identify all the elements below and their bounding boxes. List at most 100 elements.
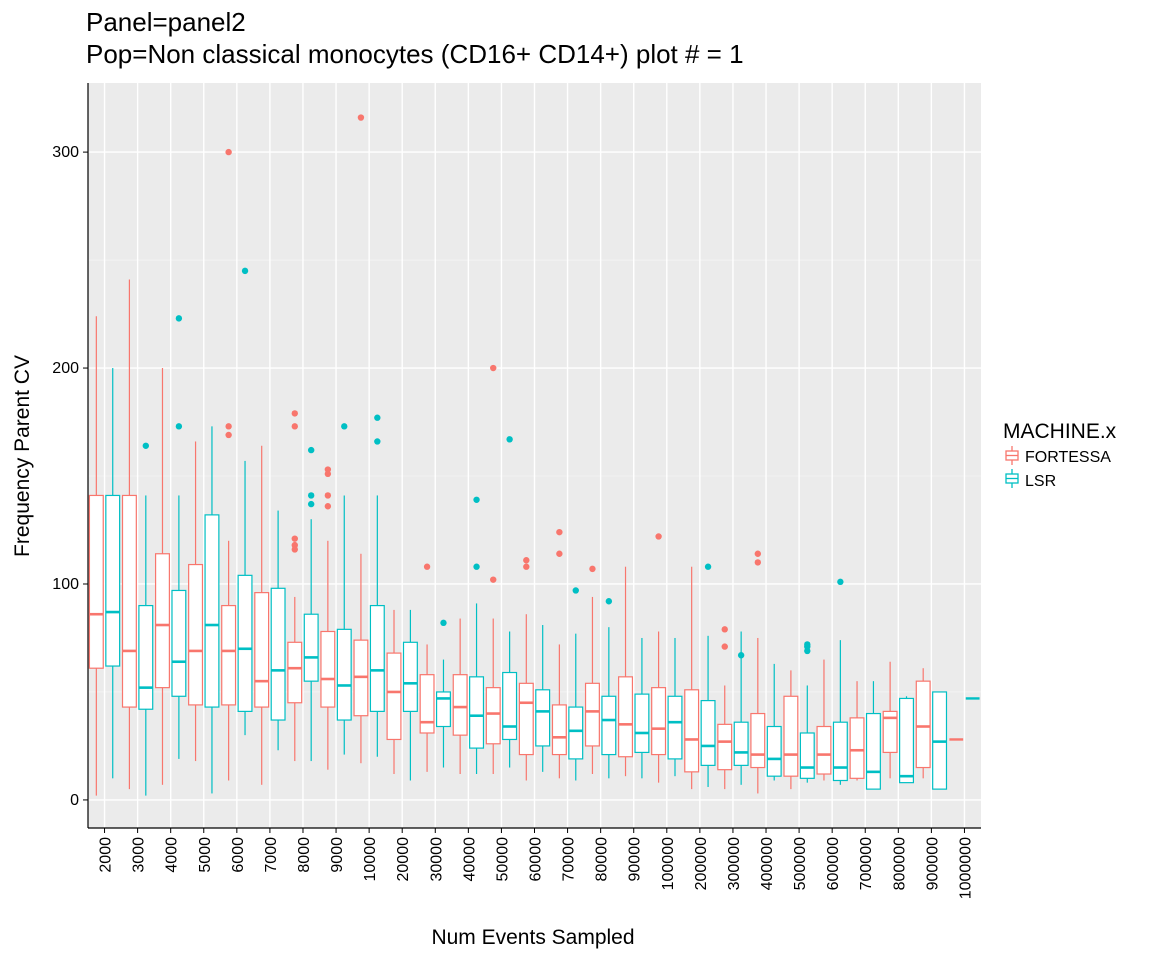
box-fortessa-600000 [816,725,832,775]
box-lsr-50000 [502,671,518,741]
box-fortessa-200000 [684,689,700,773]
outlier-fortessa-10000-0 [357,114,365,121]
y-tick-label-200: 200 [52,360,79,377]
box-lsr-2000 [105,494,121,667]
box-lsr-90000 [634,693,650,754]
y-tick-label-300: 300 [52,144,79,161]
box-fortessa-20000 [386,652,402,741]
x-tick-label-7000: 7000 [263,837,280,873]
outlier-fortessa-300000-1 [721,643,728,650]
box-lsr-8000 [303,613,319,682]
outlier-lsr-600000-0 [837,578,844,586]
x-tick-label-10000: 10000 [362,837,379,882]
x-tick-label-200000: 200000 [693,837,710,890]
box-lsr-9000 [336,628,352,721]
outlier-fortessa-70000-1 [556,550,563,557]
legend-title: MACHINE.x [1003,420,1117,443]
outlier-fortessa-400000-0 [754,550,762,557]
outlier-fortessa-100000-0 [655,533,662,540]
series-lsr [105,267,980,796]
series-fortessa [88,114,964,796]
box-lsr-60000 [535,689,551,747]
box-lsr-3000 [138,604,154,710]
box-fortessa-7000 [254,592,270,708]
x-tick-label-9000: 9000 [329,837,346,873]
box-fortessa-40000 [452,674,468,736]
x-tick-label-40000: 40000 [461,837,478,882]
box-lsr-10000 [369,604,385,712]
y-axis: 0 100 200 300 [52,144,88,809]
x-tick-label-50000: 50000 [494,837,511,882]
box-lsr-70000 [568,706,584,760]
chart-title-line-2: Pop=Non classical monocytes (CD16+ CD14+… [86,39,744,69]
box-fortessa-400000 [750,712,766,769]
x-tick-label-30000: 30000 [428,837,445,882]
box-lsr-600000 [832,721,848,782]
outlier-fortessa-70000-0 [556,528,563,536]
outlier-fortessa-9000-3 [324,503,332,510]
legend-entry-lsr: LSR [1005,469,1056,490]
outlier-lsr-40000-1 [473,563,480,570]
outlier-lsr-10000-1 [374,438,381,445]
outlier-lsr-3000-0 [142,442,150,449]
outlier-fortessa-9000-2 [324,492,332,499]
box-fortessa-60000 [518,682,534,756]
box-lsr-400000 [766,725,782,777]
x-tick-label-8000: 8000 [296,837,313,873]
box-fortessa-2000 [88,494,104,669]
box-lsr-300000 [733,721,749,766]
chart-title-line-1: Panel=panel2 [86,7,246,37]
x-tick-label-80000: 80000 [594,837,611,882]
x-tick-label-900000: 900000 [924,837,941,890]
box-fortessa-900000 [915,680,931,769]
outlier-fortessa-8000-2 [291,535,298,542]
x-tick-label-800000: 800000 [891,837,908,890]
x-tick-label-60000: 60000 [528,837,545,882]
box-lsr-200000 [700,699,716,766]
box-fortessa-50000 [485,687,501,745]
outlier-fortessa-8000-1 [291,423,298,430]
box-fortessa-500000 [783,695,799,777]
outlier-lsr-50000-0 [506,436,513,443]
box-lsr-80000 [601,695,617,756]
outlier-fortessa-60000-0 [523,557,530,564]
outlier-lsr-8000-2 [307,500,315,508]
legend-entry-fortessa: FORTESSA [1005,446,1111,466]
outlier-fortessa-6000-2 [225,431,232,439]
boxplot-series [88,114,980,796]
x-tick-label-3000: 3000 [131,837,148,873]
box-fortessa-90000 [618,676,634,758]
box-fortessa-3000 [121,494,137,708]
box-fortessa-4000 [154,553,170,689]
x-axis: 2000 3000 4000 5000 6000 7000 8000 9000 10000 200… [98,828,974,899]
outlier-fortessa-9000-1 [324,470,332,478]
outlier-fortessa-50000-1 [490,576,497,583]
box-lsr-4000 [171,589,187,697]
box-fortessa-80000 [584,682,600,747]
x-tick-label-600000: 600000 [825,837,842,890]
x-tick-label-6000: 6000 [230,837,247,873]
box-lsr-700000 [865,712,881,790]
box-lsr-500000 [799,732,815,779]
box-fortessa-700000 [849,717,865,779]
box-lsr-7000 [270,587,286,721]
outlier-lsr-40000-0 [473,496,480,503]
box-fortessa-5000 [188,563,204,706]
outlier-fortessa-50000-0 [490,364,497,372]
outlier-fortessa-60000-1 [523,563,530,570]
x-tick-label-300000: 300000 [726,837,743,890]
x-tick-label-20000: 20000 [395,837,412,882]
box-fortessa-70000 [551,704,567,756]
box-lsr-100000 [667,695,683,760]
outlier-lsr-80000-0 [605,598,613,605]
box-lsr-6000 [237,574,253,712]
outlier-lsr-70000-0 [572,587,579,594]
y-axis-label: Frequency Parent CV [11,355,34,557]
outlier-lsr-9000-0 [341,423,348,430]
box-lsr-40000 [469,676,485,749]
outlier-fortessa-400000-1 [754,559,762,566]
x-tick-label-2000: 2000 [98,837,115,873]
outlier-lsr-4000-1 [175,423,183,430]
outlier-fortessa-300000-0 [721,626,728,633]
